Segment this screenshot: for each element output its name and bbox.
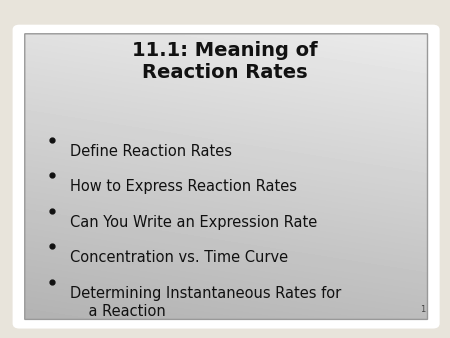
Text: How to Express Reaction Rates: How to Express Reaction Rates: [70, 179, 297, 194]
FancyBboxPatch shape: [13, 25, 440, 329]
Text: 1: 1: [420, 305, 425, 314]
Text: 11.1: Meaning of
Reaction Rates: 11.1: Meaning of Reaction Rates: [132, 41, 318, 81]
Text: Define Reaction Rates: Define Reaction Rates: [70, 144, 232, 159]
Text: Concentration vs. Time Curve: Concentration vs. Time Curve: [70, 250, 288, 265]
Text: Determining Instantaneous Rates for
    a Reaction: Determining Instantaneous Rates for a Re…: [70, 286, 341, 319]
Text: Can You Write an Expression Rate: Can You Write an Expression Rate: [70, 215, 317, 230]
